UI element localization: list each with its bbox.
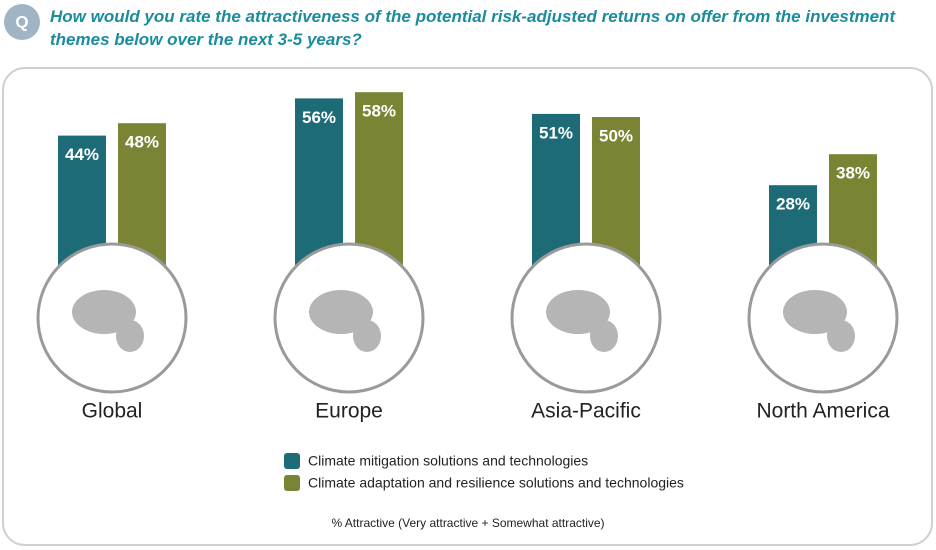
category-label: Europe [315,400,383,423]
map-shape [353,320,381,352]
bar [295,98,343,273]
map-shape [783,290,847,334]
value-label: 51% [539,123,573,142]
value-label: 56% [302,108,336,127]
value-label: 38% [836,164,870,183]
legend-swatch [284,453,300,469]
category-label: Global [82,400,143,423]
footnote: % Attractive (Very attractive + Somewhat… [331,516,604,530]
bar [355,92,403,272]
map-shape [116,320,144,352]
map-shape [546,290,610,334]
value-label: 48% [125,133,159,152]
value-label: 50% [599,126,633,145]
panel [2,67,933,546]
value-label: 58% [362,102,396,121]
category-label: Asia-Pacific [531,400,641,423]
value-label: 28% [776,195,810,214]
title: How would you rate the attractiveness of… [50,7,896,49]
legend-swatch [284,475,300,491]
map-shape [309,290,373,334]
map-shape [590,320,618,352]
badge-circle [4,4,40,40]
category-label: North America [756,400,889,423]
map-shape [72,290,136,334]
legend-label: Climate mitigation solutions and technol… [308,453,588,469]
legend-label: Climate adaptation and resilience soluti… [308,475,684,491]
badge: Q [15,12,28,31]
map-shape [827,320,855,352]
value-label: 44% [65,145,99,164]
